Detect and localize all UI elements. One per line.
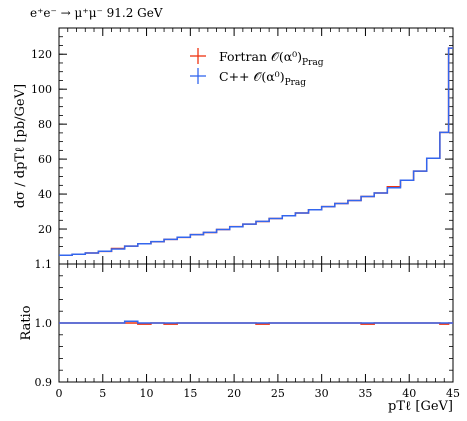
x-tick-label: 10 — [140, 387, 154, 400]
main-y-axis-label: dσ / dpTℓ [pb/GeV] — [13, 84, 28, 208]
x-tick-label: 5 — [99, 387, 106, 400]
x-tick-label: 45 — [446, 387, 460, 400]
process-label: e⁺e⁻ → μ⁺μ⁻ 91.2 GeV — [30, 6, 163, 20]
ratio-y-axis-label: Ratio — [19, 305, 34, 340]
y-tick-label: 40 — [38, 188, 52, 201]
main-histograms — [59, 47, 453, 257]
x-axis-label: pTℓ [GeV] — [388, 399, 453, 414]
x-tick-label: 0 — [56, 387, 63, 400]
x-tick-label: 15 — [183, 387, 197, 400]
y-tick-label: 120 — [31, 48, 52, 61]
main-ticks: 20 40 60 80 100 120 — [31, 28, 454, 264]
y-tick-label: 0.9 — [35, 376, 53, 389]
legend-label-cpp: C++ 𝒪(α⁰)Prag — [219, 69, 306, 88]
y-tick-label: 60 — [38, 153, 52, 166]
ratio-panel: 0.9 1.0 0 5 10 15 20 25 30 35 40 45 Ratio 1.1 pTℓ [… — [19, 258, 460, 414]
y-tick-label: 80 — [38, 118, 52, 131]
legend-label-fortran: Fortran 𝒪(α⁰)Prag — [219, 49, 324, 68]
x-tick-label: 40 — [402, 387, 416, 400]
legend-entry-cpp: C++ 𝒪(α⁰)Prag — [190, 68, 306, 88]
x-tick-label: 35 — [358, 387, 372, 400]
main-panel: 20 40 60 80 100 120 dσ / dpTℓ [pb/GeV] — [13, 27, 454, 265]
y-tick-label: 20 — [38, 223, 52, 236]
legend: Fortran 𝒪(α⁰)Prag C++ 𝒪(α⁰)Prag — [190, 48, 324, 88]
x-tick-label: 25 — [271, 387, 285, 400]
histogram-cpp — [59, 47, 453, 257]
ratio-histograms — [59, 320, 453, 325]
legend-entry-fortran: Fortran 𝒪(α⁰)Prag — [190, 48, 324, 68]
ratio-top-tick-label: 1.1 — [35, 258, 53, 271]
histogram-cpp — [59, 320, 453, 324]
ratio-ticks: 0.9 1.0 0 5 10 15 20 25 30 35 40 45 — [35, 264, 460, 400]
y-tick-label: 1.0 — [35, 317, 53, 330]
x-tick-label: 20 — [227, 387, 241, 400]
y-tick-label: 100 — [31, 83, 52, 96]
x-tick-label: 30 — [315, 387, 329, 400]
